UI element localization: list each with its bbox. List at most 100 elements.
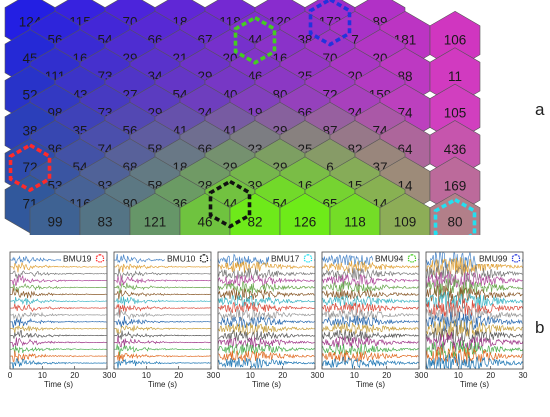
som-cell-value: 169 — [444, 178, 467, 193]
som-cell — [429, 192, 481, 235]
waveform-trace — [10, 329, 107, 339]
waveform-trace — [114, 358, 211, 369]
waveform-trace — [426, 324, 523, 346]
x-axis-label: Time (s) — [356, 380, 385, 389]
waveform-trace — [426, 311, 523, 332]
panel-title: BMU99 — [479, 254, 508, 264]
panel-title-box — [61, 253, 106, 264]
waveform-trace — [322, 294, 419, 307]
x-axis-label: Time (s) — [460, 380, 489, 389]
waveform-panel: BMU99 0 10 20 30 Time (s) — [424, 251, 528, 389]
som-cell-value: 80 — [447, 215, 462, 230]
waveform-trace — [322, 274, 419, 287]
waveform-trace — [426, 340, 523, 359]
waveform-trace — [114, 303, 211, 316]
waveform-trace — [114, 351, 211, 362]
waveform-trace — [114, 263, 211, 273]
waveform-trace — [114, 282, 211, 294]
waveform-panel: BMU17 0 10 20 30 Time (s) — [216, 251, 320, 389]
waveform-trace — [218, 274, 315, 287]
x-tick-label: 20 — [486, 371, 495, 380]
som-cell-value: 106 — [444, 33, 467, 48]
x-tick-label: 20 — [382, 371, 391, 380]
x-tick-label: 10 — [142, 371, 151, 380]
waveform-trace — [218, 357, 315, 369]
waveform-trace — [322, 343, 419, 356]
waveform-panel: BMU94 0 10 20 30 Time (s) — [320, 251, 424, 389]
x-tick-label: 30 — [519, 371, 528, 380]
som-cell-value: 83 — [97, 215, 112, 230]
waveform-panel: BMU19 0 10 20 30 Time (s) — [8, 251, 112, 389]
waveform-trace — [218, 268, 315, 280]
waveform-trace — [218, 301, 315, 313]
waveform-trace — [426, 353, 523, 369]
panel-title-box — [165, 253, 210, 264]
waveform-trace — [10, 303, 107, 312]
waveform-trace — [426, 271, 523, 290]
bmu-highlight-hex — [233, 15, 277, 65]
som-cell-value: 436 — [444, 142, 467, 157]
x-tick-label: 20 — [70, 371, 79, 380]
waveform-trace — [218, 337, 315, 349]
waveform-trace — [10, 337, 107, 348]
waveform-trace — [114, 335, 211, 348]
som-cell-value: 46 — [197, 215, 212, 230]
panel-label-a: a — [535, 100, 545, 119]
waveform-trace — [322, 288, 419, 300]
waveform-trace — [218, 322, 315, 336]
x-tick-label: 0 — [320, 371, 325, 380]
bmu-highlight-hex — [8, 143, 52, 193]
x-tick-label: 0 — [424, 371, 429, 380]
panel-title-box — [477, 253, 522, 264]
x-tick-label: 10 — [350, 371, 359, 380]
panel-title: BMU94 — [375, 254, 404, 264]
bmu-highlight-hex — [433, 197, 477, 235]
som-cell-value: 7 — [351, 33, 359, 48]
waveform-trace — [322, 315, 419, 328]
bmu-marker-icon — [407, 253, 417, 264]
bmu-marker-icon — [199, 253, 209, 264]
waveform-trace — [322, 260, 419, 274]
x-tick-label: 10 — [38, 371, 47, 380]
panel-frame — [321, 251, 420, 370]
bmu-highlight-hex — [308, 0, 352, 47]
panel-title-box — [269, 253, 314, 264]
som-cell-value: 118 — [344, 215, 366, 230]
som-cell-value: 6 — [326, 160, 334, 175]
waveform-trace — [10, 287, 107, 299]
waveform-trace — [322, 280, 419, 294]
waveform-trace — [114, 289, 211, 300]
waveform-trace — [10, 296, 107, 306]
bmu-highlight-hex — [208, 179, 252, 229]
som-cell-value: 82 — [247, 215, 262, 230]
panel-title: BMU10 — [167, 254, 196, 264]
waveform-trace — [10, 350, 107, 362]
waveform-trace — [322, 301, 419, 316]
waveform-trace — [218, 308, 315, 322]
som-cell-value: 109 — [394, 215, 417, 230]
waveform-trace — [114, 330, 211, 340]
waveform-trace — [218, 329, 315, 343]
x-tick-label: 0 — [216, 371, 221, 380]
x-axis-label: Time (s) — [44, 380, 73, 389]
waveform-trace — [322, 322, 419, 335]
waveform-trace — [426, 257, 523, 277]
waveform-trace — [10, 274, 107, 286]
panel-title: BMU17 — [271, 254, 300, 264]
som-cell-value: 121 — [144, 215, 167, 230]
waveform-trace — [10, 345, 107, 354]
bmu-marker-icon — [95, 253, 105, 264]
waveform-trace — [218, 281, 315, 295]
panel-title: BMU19 — [63, 254, 92, 264]
waveform-trace — [218, 349, 315, 363]
waveform-trace — [426, 298, 523, 318]
waveform-trace — [114, 316, 211, 328]
waveform-trace — [322, 329, 419, 343]
waveform-panel: BMU10 0 10 20 30 Time (s) — [112, 251, 216, 389]
x-tick-label: 30 — [415, 371, 424, 380]
x-tick-label: 20 — [278, 371, 287, 380]
waveform-trace — [426, 332, 523, 352]
x-tick-label: 0 — [112, 371, 117, 380]
